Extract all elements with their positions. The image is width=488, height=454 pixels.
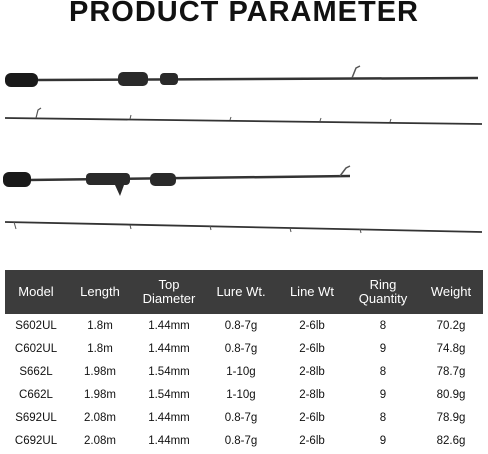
table-cell: S692UL [15, 411, 57, 424]
column-header: Ring Quantity [347, 270, 419, 314]
rod-4 [4, 221, 483, 234]
table-cell: 0.8-7g [224, 319, 258, 332]
table-cell: 0.8-7g [224, 434, 258, 447]
table-cell: 2-8lb [299, 388, 325, 401]
table-cell: 1.44mm [148, 411, 190, 424]
spec-table: Model Length Top Diameter Lure Wt. Line Wt Ri… [5, 270, 483, 452]
table-cell: 8 [379, 411, 387, 424]
table-cell: 0.8-7g [224, 411, 258, 424]
table-cell: 9 [379, 434, 387, 447]
column-header: Line Wt [277, 270, 347, 314]
table-cell: 8 [379, 319, 387, 332]
table-cell: C602UL [14, 342, 58, 355]
rod-3 [3, 165, 351, 196]
table-cell: 2-6lb [299, 411, 325, 424]
column-header: Model [5, 270, 67, 314]
table-cell: 1-10g [226, 388, 256, 401]
table-cell: 1.8m [87, 319, 113, 332]
table-cell: 9 [379, 342, 387, 355]
table-row: S602UL 1.8m 1.44mm 0.8-7g 2-6lb 8 70.2g [5, 314, 483, 337]
table-cell: 1-10g [226, 365, 256, 378]
table-row: C602UL 1.8m 1.44mm 0.8-7g 2-6lb 9 74.8g [5, 337, 483, 360]
table-cell: 1.54mm [148, 388, 190, 401]
table-cell: 78.9g [436, 411, 466, 424]
table-cell: C692UL [14, 434, 58, 447]
table-cell: 2-6lb [299, 434, 325, 447]
table-row: S692UL 2.08m 1.44mm 0.8-7g 2-6lb 8 78.9g [5, 406, 483, 429]
title: PRODUCT PARAMETER [69, 0, 419, 28]
table-cell: 1.98m [84, 388, 116, 401]
table-cell: 8 [379, 365, 387, 378]
rod-1 [5, 65, 479, 87]
table-cell: 9 [379, 388, 387, 401]
table-cell: 2-6lb [299, 342, 325, 355]
table-cell: 70.2g [436, 319, 466, 332]
table-cell: 1.44mm [148, 434, 190, 447]
table-cell: 2.08m [84, 434, 116, 447]
table-cell: C662L [19, 388, 53, 401]
rod-images [3, 65, 483, 234]
table-cell: 2-8lb [299, 365, 325, 378]
table-cell: 2.08m [84, 411, 116, 424]
table-cell: S662L [19, 365, 53, 378]
table-cell: 82.6g [436, 434, 466, 447]
table-cell: 1.54mm [148, 365, 190, 378]
table-cell: 0.8-7g [224, 342, 258, 355]
table-cell: 1.8m [87, 342, 113, 355]
column-header: Length [67, 270, 133, 314]
table-row: C662L 1.98m 1.54mm 1-10g 2-8lb 9 80.9g [5, 383, 483, 406]
column-header: Weight [419, 270, 483, 314]
table-cell: 1.98m [84, 365, 116, 378]
table-row: S662L 1.98m 1.54mm 1-10g 2-8lb 8 78.7g [5, 360, 483, 383]
column-header: Lure Wt. [205, 270, 277, 314]
header-row: Model Length Top Diameter Lure Wt. Line Wt Ri… [5, 270, 483, 314]
table-cell: S602UL [15, 319, 57, 332]
table-cell: 1.44mm [148, 342, 190, 355]
table-cell: 80.9g [436, 388, 466, 401]
table-cell: 2-6lb [299, 319, 325, 332]
table-cell: 1.44mm [148, 319, 190, 332]
table-row: C692UL 2.08m 1.44mm 0.8-7g 2-6lb 9 82.6g [5, 429, 483, 452]
column-header: Top Diameter [133, 270, 205, 314]
table-cell: 78.7g [436, 365, 466, 378]
table-body: S602UL 1.8m 1.44mm 0.8-7g 2-6lb 8 70.2g C602UL 1… [5, 314, 483, 452]
rod-2 [4, 107, 483, 125]
table-cell: 74.8g [436, 342, 466, 355]
